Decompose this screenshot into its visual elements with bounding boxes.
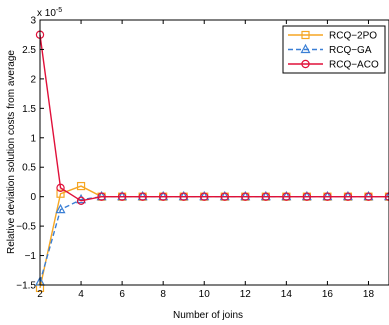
y-tick-label: 2.5 xyxy=(22,45,36,56)
data-point xyxy=(179,192,188,201)
data-point xyxy=(158,192,168,201)
x-tick-label: 12 xyxy=(240,289,252,300)
series-line xyxy=(39,195,389,283)
data-point xyxy=(220,192,229,201)
x-tick-label: 16 xyxy=(322,289,334,300)
x-tick-label: 6 xyxy=(119,289,125,300)
plot-area xyxy=(35,30,389,293)
axis-ticks: 2 4 6 8 10 12 14 16 18 −1.5 −1 −0.5 0 0.5 1 1.5 2 2.5 3 xyxy=(16,16,374,301)
y-tick-label: −1.5 xyxy=(16,281,36,292)
data-point xyxy=(76,181,86,191)
data-point xyxy=(56,183,65,193)
y-tick-label: 0 xyxy=(30,192,36,203)
data-point xyxy=(55,203,66,214)
series-1 xyxy=(35,190,389,286)
x-tick-label: 18 xyxy=(363,289,375,300)
y-exponent-label: x 10-5 xyxy=(37,7,62,19)
data-point xyxy=(138,192,147,201)
legend-marker xyxy=(301,30,310,40)
y-tick-label: 3 xyxy=(30,16,36,27)
data-point xyxy=(76,196,86,205)
x-tick-label: 8 xyxy=(160,289,166,300)
legend-label: RCQ−ACO xyxy=(329,60,379,71)
data-point xyxy=(384,190,389,201)
legend: RCQ−2PO RCQ−GA RCQ−ACO xyxy=(282,25,386,74)
x-tick-label: 14 xyxy=(281,289,293,300)
data-point xyxy=(97,192,106,201)
series-2 xyxy=(35,30,389,205)
y-tick-label: 0.5 xyxy=(22,163,36,174)
x-tick-label: 10 xyxy=(199,289,211,300)
data-point xyxy=(323,192,332,201)
y-tick-label: 1.5 xyxy=(22,104,36,115)
legend-marker xyxy=(300,43,311,54)
data-point xyxy=(200,192,209,201)
y-tick-label: 1 xyxy=(30,133,36,144)
x-tick-label: 2 xyxy=(37,289,43,300)
y-tick-label: 2 xyxy=(30,74,36,85)
data-point xyxy=(241,192,250,201)
legend-label: RCQ−GA xyxy=(329,45,372,56)
x-axis-title: Number of joins xyxy=(173,310,243,321)
legend-marker xyxy=(301,59,310,69)
x-tick-label: 4 xyxy=(78,289,84,300)
y-tick-label: −1 xyxy=(25,251,37,262)
data-point xyxy=(302,192,312,201)
data-point xyxy=(56,189,65,198)
data-point xyxy=(364,192,373,201)
data-point xyxy=(117,192,127,201)
series-line xyxy=(39,185,389,289)
y-tick-label: −0.5 xyxy=(16,222,36,233)
data-point xyxy=(282,192,291,201)
data-point xyxy=(261,192,271,201)
data-point xyxy=(343,192,353,201)
y-axis-title: Relative deviation solution costs from a… xyxy=(6,50,17,254)
legend-label: RCQ−2PO xyxy=(329,31,377,42)
axes-frame xyxy=(39,19,389,286)
